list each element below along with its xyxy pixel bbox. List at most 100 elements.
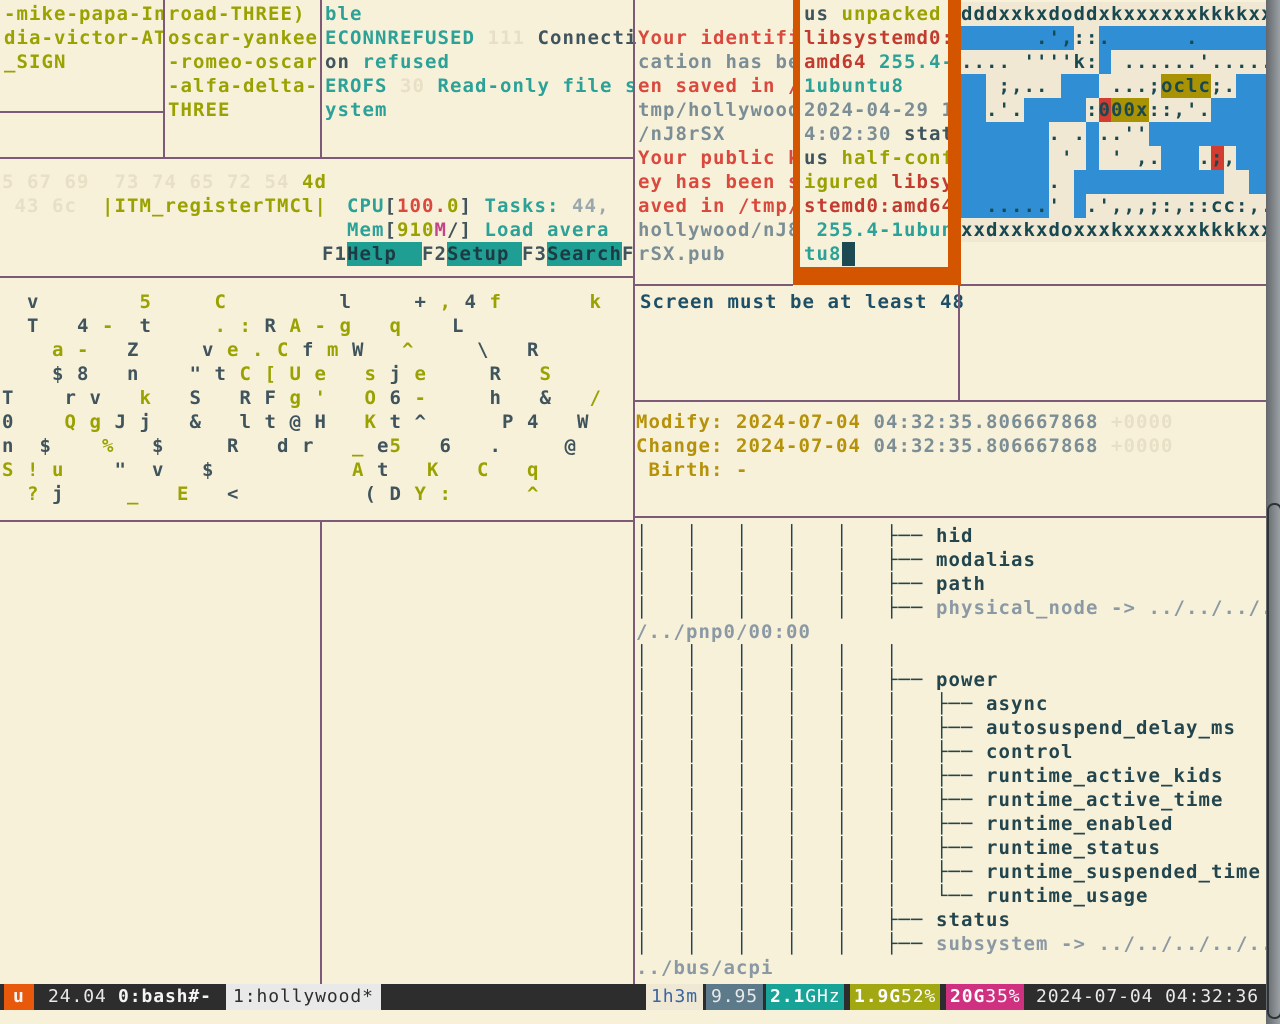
pane-border[interactable] [0,111,163,113]
terminal-line: ECONNREFUSED 111 Connecti [325,27,638,49]
terminal-line: F1Help F2Setup F3SearchF [322,242,635,266]
active-pane-border[interactable] [948,0,961,285]
terminal-line: │ │ │ │ │ ├── power [636,669,999,691]
terminal-line: ble [325,3,363,25]
terminal-line: │ │ │ │ │ │ [636,645,899,667]
cpu-freq-badge: 2.1GHz [766,984,845,1010]
terminal-line: ey has been s [638,171,801,193]
uptime-badge: 1h3m [646,984,703,1010]
terminal-line: │ │ │ │ │ ├── status [636,909,1011,931]
terminal-line: road-THREE) [168,3,306,25]
cpu-freq-value: 2.1 [770,986,806,1007]
terminal-line: │ │ │ │ │ │ ├── async [636,693,1049,715]
terminal-line: dia-victor-AT [4,27,167,49]
pane-border[interactable] [958,285,960,400]
terminal-line: S ! u " v $ A t K C q [2,459,540,481]
terminal-line: -alfa-delta- [168,75,318,97]
terminal-line: T 4 - t . : R A - g q L [27,315,465,337]
terminal-line: │ │ │ │ │ ├── physical_node -> ../../../… [636,597,1280,619]
pane-empty-mid-right[interactable] [960,287,1280,400]
pane-border[interactable] [633,284,793,286]
terminal-line: libsystemd0: [804,27,954,49]
disk-value: 20G [950,986,986,1007]
terminal-line: aved in /tmp/ [638,195,801,217]
terminal-line: 255.4-1ubun [804,219,954,241]
terminal-line: ' ' ,. .;, [961,146,1274,170]
pane-border[interactable] [633,516,1280,518]
terminal-line: 1ubuntu8 [804,75,904,97]
pane-border[interactable] [0,276,635,278]
disk-percent: 35% [985,986,1021,1007]
terminal-line: EROFS 30 Read-only file s [325,75,638,97]
terminal-line: T r v k S R F g ' O 6 - h & / [2,387,602,409]
terminal-line: igured libsy [804,171,954,193]
pane-border[interactable] [320,520,322,984]
memory-percent: 52% [900,986,937,1007]
terminal-line: ystem [325,99,388,121]
session-name-badge[interactable]: u [4,984,34,1010]
terminal-line: dddxxkxdoddxkxxxxxxkkkkxx [961,2,1274,26]
terminal-line: Modify: 2024-07-04 04:32:35.806667868 +0… [636,411,1174,433]
terminal-line: tmp/hollywood [638,99,801,121]
pane-empty-bottom-left[interactable] [0,522,320,984]
pane-empty-top-left[interactable] [0,113,163,157]
terminal-line: /nJ8rSX [638,123,726,145]
terminal-line: v 5 C l + , 4 f k [27,291,602,313]
terminal-line: rSX.pub [638,243,726,265]
terminal-line: on refused [325,51,450,73]
terminal-line: Mem[910M/] Load avera [322,219,610,241]
terminal-line: │ │ │ │ │ │ ├── runtime_active_kids [636,765,1224,787]
terminal-line: Screen must be at least 48 [640,291,965,313]
terminal-line: .... ''''k: ......'..... [961,50,1274,74]
memory-badge: 1.9G52% [850,984,941,1010]
memory-value: 1.9G [854,986,901,1007]
terminal-line: ../bus/acpi [636,957,774,979]
scrollbar-track[interactable] [1266,0,1280,1024]
terminal-line: CPU[100.0] Tasks: 44, [322,195,610,217]
terminal-line: Your public k [638,147,801,169]
terminal-line: ? j _ E < ( D Y : ^ [27,483,540,505]
pane-border[interactable] [959,284,1280,286]
terminal-line: a - Z v e . C f m W ^ \ R [52,339,540,361]
active-pane-border[interactable] [793,267,961,285]
terminal-line: │ │ │ │ │ │ ├── runtime_active_time [636,789,1224,811]
terminal-line: $ 8 n " t C [ U e s j e R S [52,363,552,385]
terminal-line: -romeo-oscar [168,51,318,73]
terminal-line: 2024-04-29 1 [804,99,954,121]
terminal-line: -mike-papa-In [4,3,167,25]
pane-border[interactable] [163,0,165,157]
cpu-freq-unit: GHz [805,986,841,1007]
scrollbar-thumb[interactable] [1267,503,1280,1019]
terminal-line: .....' .',,,;:,::cc:,. [961,194,1274,218]
terminal-line: ;,.. ...;oclc;. [961,74,1274,98]
terminal-line: . . ..'' [961,122,1274,146]
terminal-line: │ │ │ │ │ │ └── runtime_usage [636,885,1149,907]
terminal-line: amd64 255.4- [804,51,954,73]
terminal-line: oscar-yankee [168,27,318,49]
pane-border[interactable] [633,400,1280,402]
terminal-line: │ │ │ │ │ │ ├── runtime_suspended_time [636,861,1261,883]
terminal-line: cation has be [638,51,801,73]
pane-border[interactable] [0,520,635,522]
terminal-line: │ │ │ │ │ │ ├── control [636,741,1074,763]
active-pane-border[interactable] [793,0,800,285]
window-tab-bash[interactable]: 0:bash#- [118,986,212,1007]
pane-border[interactable] [633,0,635,984]
pane-border[interactable] [0,157,635,159]
terminal-line: 4:02:30 stat [804,123,954,145]
terminal-line: .',::. . [961,26,1274,50]
terminal-line: │ │ │ │ │ │ ├── runtime_enabled [636,813,1174,835]
terminal-line: │ │ │ │ │ │ ├── runtime_status [636,837,1161,859]
terminal-line: us unpacked [804,3,942,25]
pane-border[interactable] [320,0,322,159]
terminal-line: Change: 2024-07-04 04:32:35.806667868 +0… [636,435,1174,457]
terminal-line: xxdxxkxdoxxxkxxxxxxkkkkxx [961,218,1274,242]
terminal-line: us half-conf [804,147,954,169]
terminal-line: hollywood/nJ8 [638,219,801,241]
pane-empty-bottom-mid[interactable] [322,522,633,984]
clock-label: 2024-07-04 04:32:36 [1036,986,1260,1007]
terminal-line: 5 67 69 73 74 65 72 54 4d [2,171,327,193]
terminal-line: tu8 [804,242,855,266]
window-tab-hollywood-active[interactable]: 1:hollywood* [226,984,381,1010]
